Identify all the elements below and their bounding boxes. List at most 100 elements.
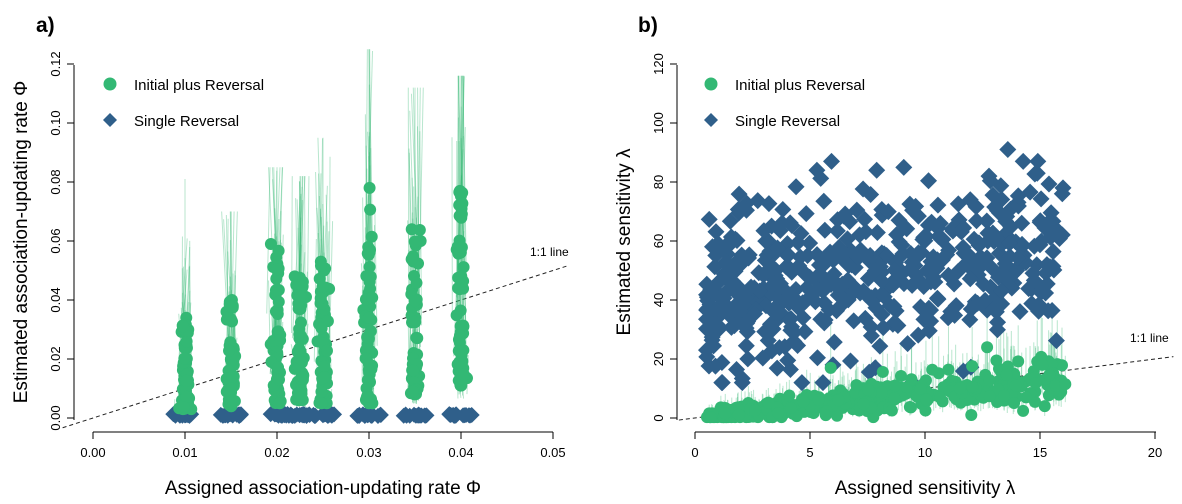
panel-b-reference-label: 1:1 line (1130, 331, 1169, 345)
data-point (784, 401, 797, 414)
data-point (838, 230, 856, 248)
data-point (1009, 249, 1027, 267)
data-point (732, 408, 745, 421)
data-point (999, 141, 1017, 159)
panel-a-legend-label-2: Single Reversal (134, 113, 239, 130)
panel-a-y-tick-label: 0.12 (48, 51, 63, 76)
data-point (835, 207, 853, 225)
data-point (970, 234, 988, 252)
data-point (852, 241, 870, 259)
data-point (926, 273, 944, 291)
data-point (845, 283, 863, 301)
data-point (364, 325, 377, 338)
data-point (360, 391, 373, 404)
data-point (737, 337, 755, 355)
legend-diamond-marker (103, 113, 117, 127)
data-point (862, 186, 880, 204)
data-point (974, 275, 992, 293)
data-point (871, 337, 889, 355)
data-point (1000, 368, 1013, 381)
data-point (885, 404, 898, 417)
data-point (706, 357, 724, 375)
panel-b-y-tick-label: 120 (651, 53, 666, 75)
data-point (907, 266, 925, 284)
error-bar (226, 218, 229, 350)
error-bar (221, 211, 230, 355)
data-point (895, 158, 913, 176)
data-point (885, 297, 903, 315)
data-point (774, 201, 792, 219)
panel-a-x-tick-label: 0.03 (356, 445, 381, 460)
data-point (759, 332, 777, 350)
data-point (447, 407, 464, 424)
data-point (798, 291, 816, 309)
panel-a-reference-label: 1:1 line (530, 245, 569, 259)
data-point (1020, 391, 1033, 404)
data-point (296, 371, 309, 384)
data-point (955, 219, 973, 237)
data-point (903, 400, 916, 413)
data-point (797, 205, 815, 223)
data-point (1024, 264, 1042, 282)
data-point (997, 389, 1010, 402)
panel-b-x-tick-label: 5 (806, 445, 813, 460)
data-point (1031, 236, 1049, 254)
data-point (272, 244, 285, 257)
panel-b-x-axis-title: Assigned sensitivity λ (835, 478, 1016, 499)
data-point (789, 234, 807, 252)
data-point (755, 222, 773, 240)
data-point (713, 374, 731, 392)
data-point (925, 257, 943, 275)
panel-b-x-tick-label: 0 (691, 445, 698, 460)
data-point (832, 394, 845, 407)
data-point (351, 406, 368, 423)
data-point (1047, 332, 1065, 350)
data-point (920, 172, 938, 190)
panel-b-x-ticks: 0 5 10 15 20 (691, 432, 1162, 460)
data-point (365, 230, 378, 243)
data-point (962, 300, 980, 318)
data-point (712, 297, 730, 315)
data-point (825, 333, 843, 351)
data-point (912, 298, 930, 316)
legend-circle-marker (704, 77, 718, 91)
data-point (1044, 243, 1062, 261)
data-point (315, 322, 328, 335)
data-point (889, 379, 902, 392)
data-point (1039, 302, 1057, 320)
data-point (875, 386, 888, 399)
data-point (1011, 303, 1029, 321)
panel-a-letter: a) (36, 14, 55, 37)
data-point (453, 283, 466, 296)
data-point (700, 210, 718, 228)
data-point (220, 372, 233, 385)
panel-a-x-tick-label: 0.01 (172, 445, 197, 460)
panel-b-single-reversal-series (698, 141, 1072, 392)
data-point (898, 220, 916, 238)
data-point (718, 407, 731, 420)
data-point (796, 323, 814, 341)
data-point (408, 235, 421, 248)
data-point (889, 317, 907, 335)
panel-b-letter: b) (638, 14, 658, 37)
data-point (899, 335, 917, 353)
data-point (733, 374, 751, 392)
data-point (460, 407, 477, 424)
data-point (363, 407, 380, 424)
data-point (919, 404, 932, 417)
error-bar (223, 219, 232, 359)
data-point (988, 321, 1006, 339)
data-point (1036, 219, 1054, 237)
data-point (1038, 256, 1056, 274)
data-point (816, 221, 834, 239)
data-point (972, 248, 990, 266)
error-bar (295, 176, 306, 344)
data-point (1001, 234, 1019, 252)
data-point (850, 379, 863, 392)
data-point (808, 349, 826, 367)
data-point (808, 246, 826, 264)
data-point (366, 291, 379, 304)
panel-b-y-tick-label: 40 (651, 293, 666, 307)
data-point (360, 382, 373, 395)
data-point (823, 152, 841, 170)
